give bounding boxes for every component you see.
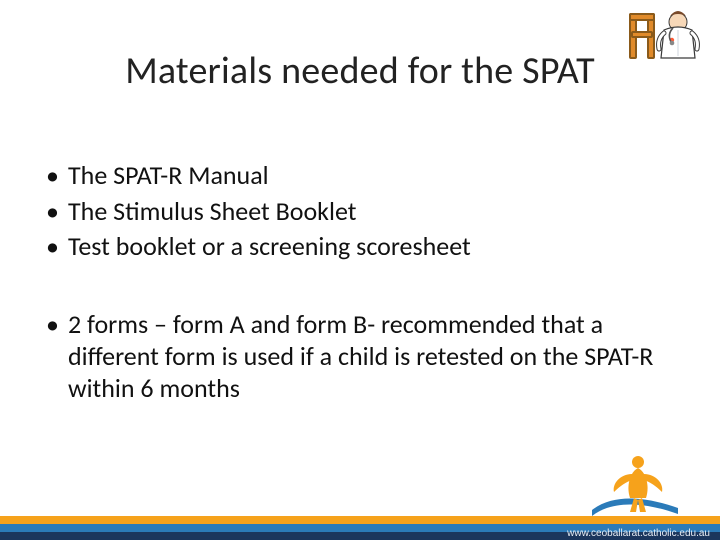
footer-band-orange [0,516,720,524]
slide: Materials needed for the SPAT [0,0,720,540]
bullet-list-1: The SPAT-R Manual The Stimulus Sheet Boo… [42,160,682,263]
bullet-list-2: 2 forms – form A and form B- recommended… [42,309,682,404]
footer: www.ceoballarat.catholic.edu.au [0,504,720,540]
footer-url: www.ceoballarat.catholic.edu.au [567,528,710,539]
list-item: The Stimulus Sheet Booklet [42,196,682,228]
slide-title: Materials needed for the SPAT [0,48,720,94]
list-item: 2 forms – form A and form B- recommended… [42,309,682,404]
list-item: Test booklet or a screening scoresheet [42,231,682,263]
slide-body: The SPAT-R Manual The Stimulus Sheet Boo… [42,160,682,408]
doctor-clipart [626,6,704,70]
list-item: The SPAT-R Manual [42,160,682,192]
spacer [42,267,682,309]
